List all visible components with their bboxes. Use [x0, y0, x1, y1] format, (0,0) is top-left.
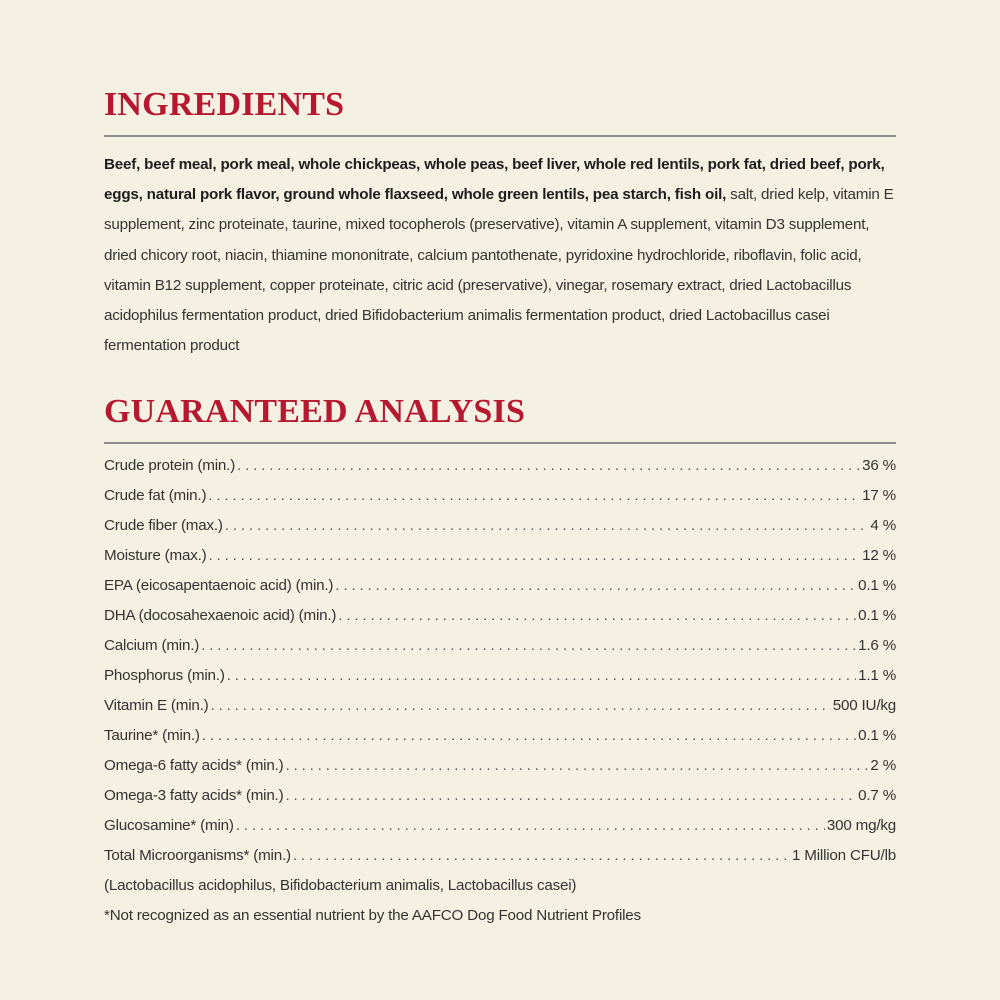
analysis-row: Omega-3 fatty acids* (min.) 0.7 %: [104, 787, 896, 817]
nutrient-label: Glucosamine* (min): [104, 817, 234, 834]
nutrient-label: Crude fat (min.): [104, 487, 207, 504]
dot-leader: [236, 817, 825, 834]
analysis-row: Glucosamine* (min) 300 mg/kg: [104, 817, 896, 847]
analysis-row: Taurine* (min.) 0.1 %: [104, 727, 896, 757]
dot-leader: [338, 607, 856, 624]
nutrient-label: Calcium (min.): [104, 637, 200, 654]
guaranteed-analysis-heading: GUARANTEED ANALYSIS: [104, 393, 526, 430]
analysis-row: Calcium (min.) 1.6 %: [104, 637, 896, 667]
dot-leader: [208, 487, 860, 504]
nutrient-label: Omega-3 fatty acids* (min.): [104, 787, 284, 804]
analysis-row: Vitamin E (min.) 500 IU/kg: [104, 697, 896, 727]
analysis-row: Total Microorganisms* (min.) 1 Million CF…: [104, 847, 896, 877]
analysis-row: Phosphorus (min.) 1.1 %: [104, 667, 896, 697]
nutrient-label: Total Microorganisms* (min.): [104, 847, 291, 864]
analysis-row: Crude fat (min.) 17 %: [104, 487, 896, 517]
aafco-footnote: *Not recognized as an essential nutrient…: [104, 907, 641, 924]
dot-leader: [225, 517, 869, 534]
dot-leader: [208, 547, 860, 564]
nutrient-value: 4 %: [870, 517, 896, 534]
nutrient-label: Vitamin E (min.): [104, 697, 209, 714]
nutrient-value: 300 mg/kg: [826, 817, 896, 834]
analysis-row: Crude fiber (max.) 4 %: [104, 517, 896, 547]
nutrient-label: Moisture (max.): [104, 547, 207, 564]
dot-leader: [227, 667, 856, 684]
nutrient-label: Crude fiber (max.): [104, 517, 223, 534]
dot-leader: [211, 697, 831, 714]
nutrient-value: 12 %: [862, 547, 896, 564]
analysis-row: DHA (docosahexaenoic acid) (min.) 0.1 %: [104, 607, 896, 637]
nutrient-label: Crude protein (min.): [104, 457, 236, 474]
nutrient-value: 0.1 %: [858, 607, 896, 624]
nutrient-value: 0.7 %: [858, 787, 896, 804]
nutrient-value: 0.1 %: [858, 577, 896, 594]
nutrient-value: 500 IU/kg: [832, 697, 896, 714]
nutrient-label: Omega-6 fatty acids* (min.): [104, 757, 284, 774]
nutrient-value: 2 %: [870, 757, 896, 774]
nutrient-value: 36 %: [862, 457, 896, 474]
nutrient-value: 1.6 %: [858, 637, 896, 654]
nutrient-value: 0.1 %: [858, 727, 896, 744]
ingredients-primary: Beef, beef meal, pork meal, whole chickp…: [104, 156, 885, 204]
nutrient-label: Taurine* (min.): [104, 727, 200, 744]
analysis-row: Crude protein (min.) 36 %: [104, 457, 896, 487]
analysis-row: Omega-6 fatty acids* (min.) 2 %: [104, 757, 896, 787]
dot-leader: [237, 457, 860, 474]
ingredients-divider: [104, 135, 896, 137]
dot-leader: [202, 727, 856, 744]
ingredients-secondary: salt, dried kelp, vitamin E supplement, …: [104, 186, 894, 355]
nutrient-label: Phosphorus (min.): [104, 667, 225, 684]
dot-leader: [201, 637, 856, 654]
analysis-row: EPA (eicosapentaenoic acid) (min.) 0.1 %: [104, 577, 896, 607]
dot-leader: [285, 757, 868, 774]
nutrient-label: DHA (docosahexaenoic acid) (min.): [104, 607, 337, 624]
nutrient-value: 17 %: [862, 487, 896, 504]
analysis-row: Moisture (max.) 12 %: [104, 547, 896, 577]
dot-leader: [335, 577, 856, 594]
dot-leader: [293, 847, 790, 864]
analysis-table: Crude protein (min.) 36 % Crude fat (min.)…: [104, 457, 896, 877]
microorganisms-note: (Lactobacillus acidophilus, Bifidobacter…: [104, 877, 577, 894]
ingredients-heading: INGREDIENTS: [104, 86, 345, 123]
ingredients-list: Beef, beef meal, pork meal, whole chickp…: [104, 150, 896, 361]
dot-leader: [285, 787, 856, 804]
analysis-divider: [104, 442, 896, 444]
nutrient-label: EPA (eicosapentaenoic acid) (min.): [104, 577, 334, 594]
nutrient-value: 1 Million CFU/lb: [792, 847, 896, 864]
nutrient-value: 1.1 %: [858, 667, 896, 684]
